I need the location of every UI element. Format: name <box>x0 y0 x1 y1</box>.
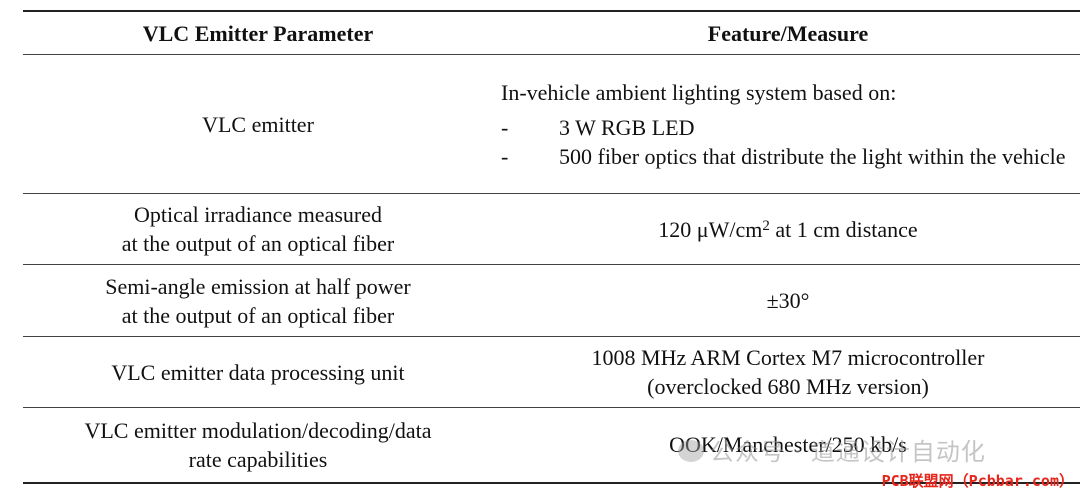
table-row: VLC emitter In-vehicle ambient lighting … <box>23 54 1080 194</box>
param-cell: VLC emitter <box>23 54 493 194</box>
value-superscript: 2 <box>762 217 770 234</box>
param-line: Optical irradiance measured <box>134 202 382 227</box>
param-cell: Optical irradiance measured at the outpu… <box>23 193 493 265</box>
value-line: OOK/Manchester/250 kb/s <box>669 432 907 458</box>
bullet-dash: - <box>501 143 509 169</box>
table-row: VLC emitter data processing unit 1008 MH… <box>23 336 1080 408</box>
table-row: Semi-angle emission at half power at the… <box>23 264 1080 337</box>
param-line: at the output of an optical fiber <box>121 302 395 328</box>
parameter-table: VLC Emitter Parameter Feature/Measure VL… <box>23 10 1080 484</box>
corner-source-label: PCB联盟网（Pcbbar.com） <box>881 472 1074 490</box>
value-text: 120 μW/cm <box>658 216 763 242</box>
param-line: VLC emitter <box>202 111 314 137</box>
value-intro: In-vehicle ambient lighting system based… <box>501 79 897 105</box>
param-line: rate capabilities <box>188 446 328 472</box>
value-line: 1008 MHz ARM Cortex M7 microcontroller <box>591 345 985 370</box>
value-line: ±30° <box>766 288 810 313</box>
value-cell: In-vehicle ambient lighting system based… <box>493 54 1080 194</box>
bullet-text: 500 fiber optics that distribute the lig… <box>559 143 1066 169</box>
table-row: Optical irradiance measured at the outpu… <box>23 193 1080 265</box>
list-item: - 500 fiber optics that distribute the l… <box>501 142 1075 171</box>
param-line: VLC emitter data processing unit <box>111 359 405 385</box>
value-cell: 1008 MHz ARM Cortex M7 microcontroller (… <box>493 336 1080 408</box>
wechat-logo-icon <box>678 440 704 462</box>
header-feature: Feature/Measure <box>493 10 1080 55</box>
param-cell: VLC emitter data processing unit <box>23 336 493 408</box>
bullet-list: - 3 W RGB LED - 500 fiber optics that di… <box>501 113 1075 171</box>
value-text: at 1 cm distance <box>769 216 918 242</box>
param-line: Semi-angle emission at half power <box>105 273 411 299</box>
header-parameter: VLC Emitter Parameter <box>23 10 493 55</box>
bullet-text: 3 W RGB LED <box>559 114 695 140</box>
watermark-text: 公众号 · 道通设计自动化 <box>710 438 986 466</box>
watermark: 公众号 · 道通设计自动化 <box>678 432 986 467</box>
value-cell: ±30° <box>493 264 1080 337</box>
list-item: - 3 W RGB LED <box>501 113 1075 142</box>
param-line: at the output of an optical fiber <box>121 231 395 256</box>
value-cell: OOK/Manchester/250 kb/s <box>493 407 1080 484</box>
param-cell: Semi-angle emission at half power at the… <box>23 264 493 337</box>
bullet-dash: - <box>501 114 509 140</box>
value-line: (overclocked 680 MHz version) <box>647 374 929 399</box>
value-cell: 120 μW/cm2 at 1 cm distance <box>493 193 1080 265</box>
table-row: VLC emitter modulation/decoding/data rat… <box>23 407 1080 484</box>
param-line: VLC emitter modulation/decoding/data <box>84 417 432 443</box>
header-row: VLC Emitter Parameter Feature/Measure <box>23 10 1080 55</box>
param-cell: VLC emitter modulation/decoding/data rat… <box>23 407 493 484</box>
